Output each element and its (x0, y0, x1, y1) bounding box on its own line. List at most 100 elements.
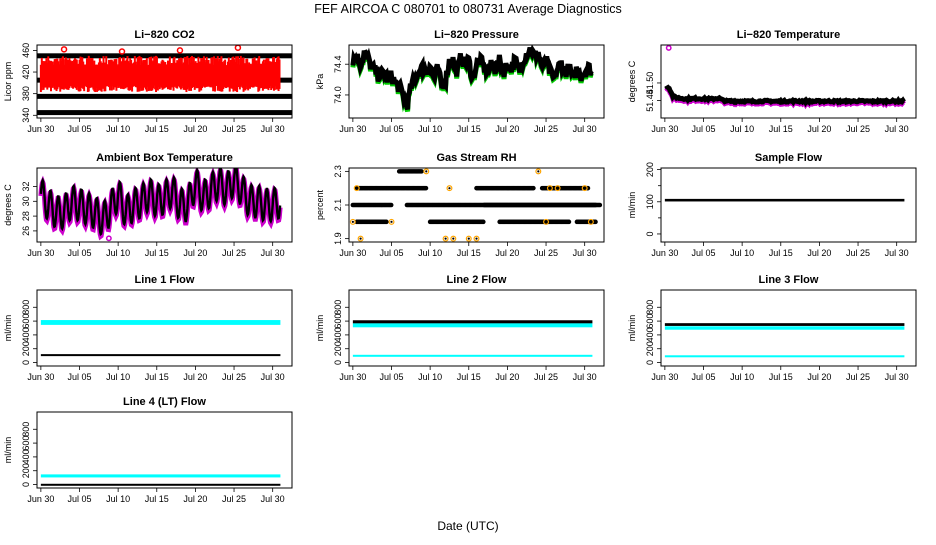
x-tick-label: Jul 10 (730, 124, 754, 134)
data-point (583, 187, 586, 190)
data-outlier (105, 235, 112, 242)
y-tick-label: 100 (645, 194, 655, 209)
series-reference (40, 354, 281, 357)
data-band (352, 323, 593, 328)
plot-frame (348, 289, 605, 367)
x-tick-label: Jul 30 (261, 494, 285, 504)
y-axis-label: percent (315, 189, 325, 220)
data-band (664, 355, 905, 358)
plot-frame (348, 44, 605, 119)
data-point (531, 185, 536, 191)
x-tick-label: Jul 25 (846, 248, 870, 258)
x-tick-label: Jul 25 (534, 124, 558, 134)
figure-xlabel: Date (UTC) (437, 519, 498, 533)
x-tick-label: Jul 30 (261, 124, 285, 134)
x-tick-label: Jul 20 (495, 124, 519, 134)
y-tick-label: 600 (21, 436, 31, 451)
data-point (234, 45, 242, 51)
x-tick-label: Jul 30 (885, 372, 909, 382)
data-point (353, 185, 360, 192)
y-axis-label: ml/min (315, 315, 325, 342)
y-tick-label: 1.9 (333, 232, 343, 245)
y-tick-label: 380 (21, 86, 31, 101)
plot-area (40, 320, 281, 357)
series-box-temperature (38, 168, 283, 242)
panel-title: Line 2 Flow (447, 274, 507, 286)
panel-10: Line 4 (LT) Flow ml/min Jun 30 Jul 05 Jul 10… (3, 396, 293, 504)
plot-frame (36, 411, 293, 489)
data-point (425, 170, 428, 173)
y-tick-label: 800 (21, 422, 31, 437)
data-band (40, 320, 281, 325)
x-tick-label: Jun 30 (339, 372, 366, 382)
y-tick-label: 51.44 (645, 89, 655, 112)
data-point (390, 220, 393, 223)
x-tick-label: Jul 25 (222, 248, 246, 258)
data-band (37, 110, 292, 116)
plot-frame (36, 167, 293, 243)
x-tick-label: Jul 20 (183, 248, 207, 258)
x-tick-label: Jul 20 (183, 372, 207, 382)
y-tick-label: 26 (21, 226, 31, 236)
x-tick-label: Jul 25 (222, 124, 246, 134)
x-tick-label: Jul 20 (495, 372, 519, 382)
y-tick-label: 0 (645, 360, 655, 365)
x-tick-label: Jul 10 (418, 124, 442, 134)
y-tick-label: 0 (645, 231, 655, 236)
plot-area (350, 45, 594, 113)
series-sample-flow (664, 198, 905, 202)
x-tick-label: Jul 20 (807, 248, 831, 258)
series-temperature (664, 45, 906, 110)
panel-title: Gas Stream RH (436, 152, 516, 164)
x-tick-label: Jul 15 (457, 248, 481, 258)
data-point (446, 185, 453, 192)
plot-frame (36, 44, 293, 119)
data-band (664, 323, 905, 326)
series-sample (352, 320, 593, 324)
x-tick-label: Jul 10 (730, 372, 754, 382)
y-tick-label: 51.50 (645, 72, 655, 95)
x-tick-label: Jul 05 (379, 372, 403, 382)
series-ambient (40, 474, 281, 478)
plot-area (349, 168, 603, 242)
y-tick-label: 74.4 (333, 55, 343, 73)
panel-title: Sample Flow (755, 152, 823, 164)
data-point (423, 168, 430, 175)
x-tick-label: Jul 15 (769, 248, 793, 258)
y-tick-label: 400 (645, 327, 655, 342)
y-tick-label: 800 (645, 300, 655, 315)
panel-5: Gas Stream RH percent Jun 30 Jul 05 Jul 10 Ju… (315, 152, 605, 258)
x-tick-label: Jun 30 (27, 372, 54, 382)
panel-2: Li−820 Pressure kPa Jun 30 Jul 05 Jul 10 Jul … (315, 29, 605, 134)
x-tick-label: Jul 25 (846, 372, 870, 382)
data-band (40, 474, 281, 478)
panel-1: Li−820 CO2 Licor ppm Jun 30 Jul 05 Jul 10 Jul… (3, 29, 293, 134)
panel-3: Li−820 Temperature degrees C Jun 30 Jul 05 J… (627, 29, 917, 134)
series-ambient (664, 326, 905, 330)
x-tick-label: Jun 30 (651, 372, 678, 382)
data-point (546, 185, 553, 192)
plot-area (37, 45, 292, 116)
panel-4: Ambient Box Temperature degrees C Jun 30 Ju… (3, 152, 293, 258)
x-tick-label: Jul 05 (691, 248, 715, 258)
y-tick-label: 200 (645, 162, 655, 177)
y-tick-label: 800 (333, 300, 343, 315)
y-tick-label: 2.3 (333, 165, 343, 178)
x-tick-label: Jul 30 (885, 124, 909, 134)
data-point (597, 202, 603, 208)
x-tick-label: Jul 15 (145, 248, 169, 258)
data-point (593, 202, 598, 208)
x-tick-label: Jun 30 (27, 494, 54, 504)
y-tick-label: 600 (333, 314, 343, 329)
y-tick-label: 800 (21, 300, 31, 315)
x-tick-label: Jul 05 (379, 248, 403, 258)
x-tick-label: Jul 10 (418, 248, 442, 258)
data-point (452, 237, 455, 240)
plot-area (664, 45, 906, 110)
y-axis-label: degrees C (627, 60, 637, 102)
y-axis-label: degrees C (3, 184, 13, 226)
x-tick-label: Jul 15 (145, 372, 169, 382)
panel-8: Line 2 Flow ml/min Jun 30 Jul 05 Jul 10 Jul 1… (315, 274, 605, 382)
x-tick-label: Jun 30 (27, 248, 54, 258)
